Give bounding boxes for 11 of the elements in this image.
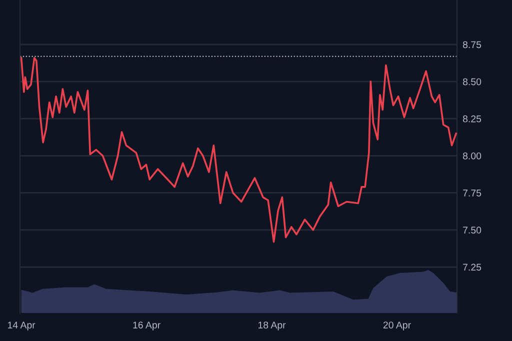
x-tick-label: 20 Apr bbox=[383, 322, 411, 330]
x-tick-label: 18 Apr bbox=[258, 322, 286, 330]
y-tick-label: 8.50 bbox=[462, 78, 482, 86]
y-tick-label: 8.25 bbox=[462, 115, 482, 122]
x-tick-label: 14 Apr bbox=[8, 322, 36, 330]
y-tick-label: 8.75 bbox=[462, 41, 482, 48]
x-tick-label: 16 Apr bbox=[133, 322, 160, 330]
y-tick-label: 8.00 bbox=[462, 152, 482, 160]
y-tick-label: 7.25 bbox=[463, 264, 482, 271]
y-tick-label: 7.75 bbox=[463, 190, 482, 196]
y-tick-label: 7.50 bbox=[463, 226, 482, 234]
